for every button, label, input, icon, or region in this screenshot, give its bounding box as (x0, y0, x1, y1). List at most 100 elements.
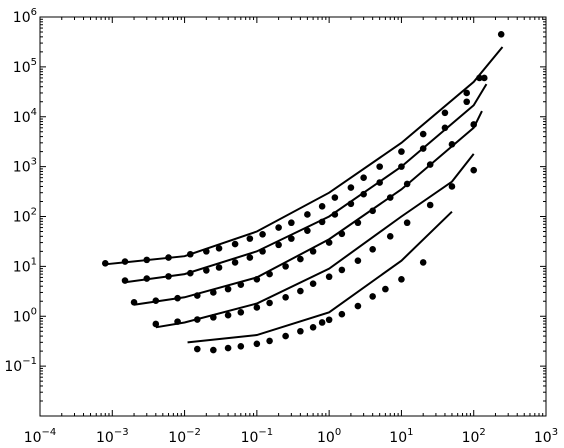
data-point (237, 342, 245, 350)
data-point (369, 293, 376, 300)
data-point (259, 230, 266, 238)
x-tick-label: 100 (317, 427, 341, 446)
data-point (354, 257, 362, 264)
data-point (369, 207, 376, 215)
data-point (174, 318, 181, 325)
x-tick-label: 101 (389, 427, 413, 446)
data-point (121, 277, 129, 284)
data-point (288, 219, 295, 227)
data-point (253, 276, 261, 283)
data-point (246, 254, 254, 261)
data-point (441, 109, 449, 117)
data-point (441, 124, 449, 132)
data-point (224, 285, 232, 293)
series-3 (130, 110, 483, 306)
data-point (297, 287, 304, 295)
x-tick-label: 10−2 (168, 427, 201, 446)
data-point (187, 250, 194, 258)
fit-line-3 (133, 110, 483, 306)
data-point (347, 184, 355, 191)
data-point (231, 240, 239, 248)
data-point (476, 74, 483, 82)
data-point (253, 304, 261, 311)
data-point (470, 121, 478, 128)
data-point (187, 269, 194, 277)
y-tick-label: 106 (13, 7, 37, 26)
data-point (282, 332, 289, 340)
data-point (386, 233, 394, 240)
data-point (354, 219, 362, 227)
y-tick-label: 103 (13, 157, 37, 176)
data-point (419, 259, 427, 266)
data-point (297, 327, 304, 335)
data-point (318, 319, 326, 326)
data-point (480, 74, 488, 82)
data-point (203, 267, 210, 274)
data-point (309, 248, 317, 255)
data-point (275, 224, 282, 231)
data-point (224, 311, 232, 319)
data-point (448, 141, 456, 148)
data-point (165, 273, 172, 280)
data-point (210, 289, 217, 296)
data-point (288, 235, 295, 242)
data-point (282, 263, 289, 270)
data-point (318, 203, 326, 210)
data-point (376, 163, 383, 170)
data-point (194, 316, 201, 323)
data-point (426, 161, 434, 168)
y-tick-label: 100 (13, 306, 37, 325)
data-point (253, 340, 261, 348)
data-point (304, 227, 311, 234)
data-point (318, 218, 326, 226)
y-tick-labels: 10−1 100 101 102 103 104 105 106 (4, 7, 37, 375)
data-point (297, 255, 304, 263)
data-point (386, 194, 394, 201)
data-point (130, 299, 138, 306)
data-point (231, 259, 239, 266)
data-point (237, 281, 245, 288)
data-point (338, 310, 346, 318)
data-point (398, 148, 405, 155)
data-point (266, 299, 273, 307)
x-tick-labels: 10−4 10−3 10−2 10−1 100 101 102 103 (24, 427, 558, 446)
data-point (246, 235, 254, 242)
data-point (210, 346, 217, 354)
data-point (325, 239, 333, 246)
data-point (463, 98, 471, 106)
y-tick-label: 104 (13, 107, 37, 126)
data-point (470, 166, 478, 174)
data-point (325, 273, 333, 281)
x-tick-label: 102 (462, 427, 486, 446)
data-point (309, 324, 317, 331)
tick-layer (39, 16, 547, 417)
data-point (419, 145, 427, 152)
series-2 (121, 74, 488, 284)
data-point (338, 266, 346, 274)
x-tick-label: 10−3 (96, 427, 129, 446)
data-point (369, 246, 376, 253)
fit-line-4 (155, 153, 475, 329)
data-point (210, 314, 217, 321)
data-point (259, 248, 266, 255)
data-point (331, 211, 339, 218)
data-point (304, 211, 311, 218)
data-point (282, 293, 289, 301)
data-point (398, 163, 405, 170)
data-point (165, 254, 172, 261)
data-point (338, 230, 346, 238)
y-tick-label: 105 (13, 57, 37, 76)
data-point (121, 258, 129, 265)
x-tick-label: 103 (534, 427, 558, 446)
data-point (194, 345, 201, 353)
data-point (275, 241, 282, 249)
fit-line-1 (105, 46, 504, 266)
data-point (398, 276, 405, 283)
data-point (403, 219, 411, 227)
plot-frame (39, 16, 547, 417)
data-point (497, 31, 505, 38)
y-tick-label: 101 (13, 256, 37, 275)
data-point (463, 89, 471, 97)
data-point (360, 190, 367, 198)
